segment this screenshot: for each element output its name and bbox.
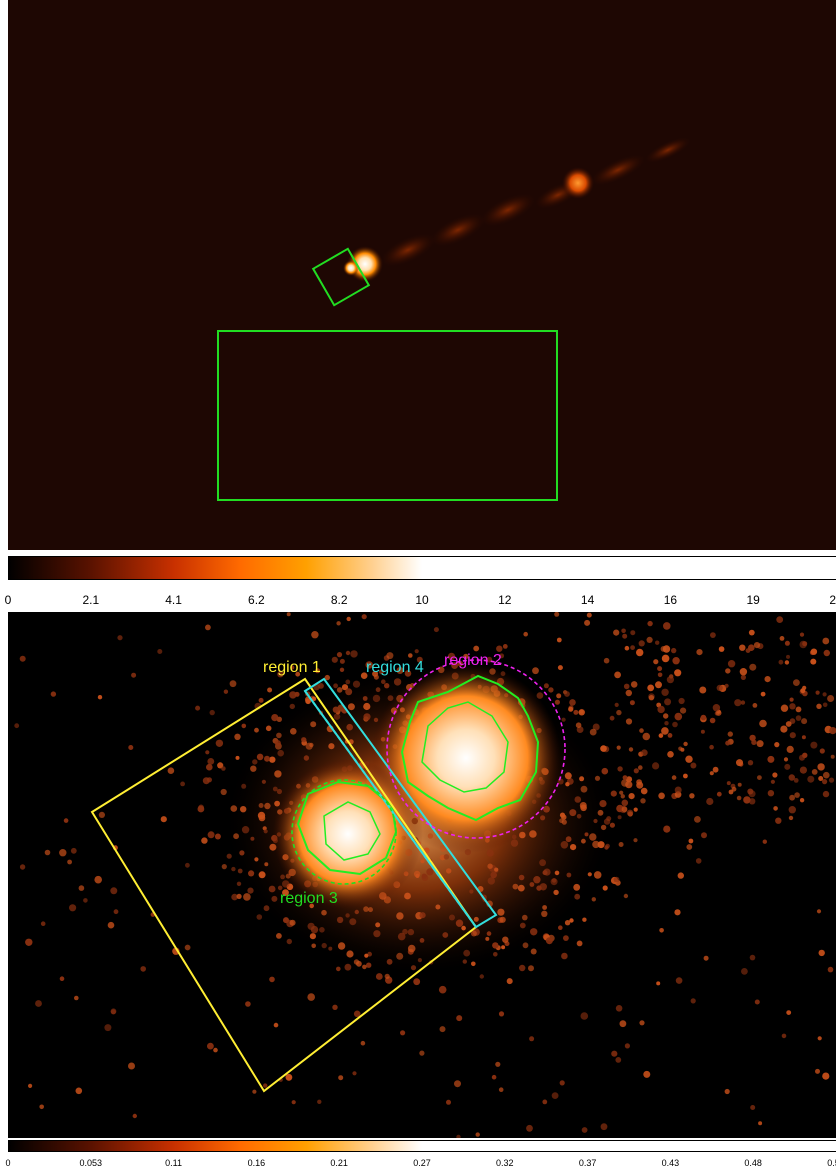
colorbar-tick: 14 [580,593,595,607]
colorbar-tick: 2.1 [82,593,100,607]
contour-south-inner [323,801,381,861]
jet-knot-source [562,167,594,199]
top-background [8,0,836,550]
jet-emission [380,137,691,267]
colorbar-tick: 0.053 [79,1158,103,1168]
top-colorbar-ticks: 0 2.1 4.1 6.2 8.2 10 12 14 16 19 21 [4,593,836,607]
region-3-label: region 3 [280,890,338,907]
colorbar-tick: 0.16 [247,1158,266,1168]
colorbar-tick: 0.43 [661,1158,680,1168]
top-colorbar [8,556,836,580]
small-rotated-region [311,247,371,307]
colorbar-tick: 0 [4,593,12,607]
bright-blob-north [371,663,561,853]
bright-blob-south [273,759,423,909]
colorbar-tick: 10 [415,593,429,607]
region-3-circle [291,779,397,885]
colorbar-tick: 0.48 [744,1158,762,1168]
colorbar-tick: 0 [5,1158,11,1168]
secondary-source [343,260,359,276]
contour-south-outer [296,780,398,876]
background-region-box [217,330,558,501]
top-xray-image [8,0,836,550]
region-2-circle [386,659,566,839]
colorbar-tick: 12 [498,593,512,607]
colorbar-tick: 0.11 [165,1158,183,1168]
contour-north-inner [421,701,509,793]
colorbar-tick: 0.27 [413,1158,431,1168]
colorbar-tick: 19 [746,593,760,607]
colorbar-tick: 4.1 [165,593,182,607]
colorbar-tick: 21 [829,593,836,607]
colorbar-tick: 8.2 [330,593,348,607]
region-4-label: region 4 [366,659,424,676]
colorbar-tick: 0.37 [578,1158,597,1168]
region-1-label: region 1 [263,659,321,676]
bottom-xray-image: region 1 region 4 region 2 region 3 [8,612,836,1138]
bottom-colorbar [8,1140,836,1152]
colorbar-tick: 0.21 [330,1158,348,1168]
region-4-box [303,677,498,929]
bottom-colorbar-ticks: 0 0.053 0.11 0.16 0.21 0.27 0.32 0.37 0.… [5,1158,836,1169]
colorbar-tick: 16 [663,593,678,607]
colorbar-tick: 0.53 [827,1158,836,1168]
colorbar-tick: 0.32 [496,1158,514,1168]
bottom-image-panel: region 1 region 4 region 2 region 3 [8,612,836,1138]
region-2-label: region 2 [444,652,502,669]
top-image-panel [8,0,836,550]
colorbar-tick: 6.2 [248,593,265,607]
contour-north-outer [400,674,540,822]
